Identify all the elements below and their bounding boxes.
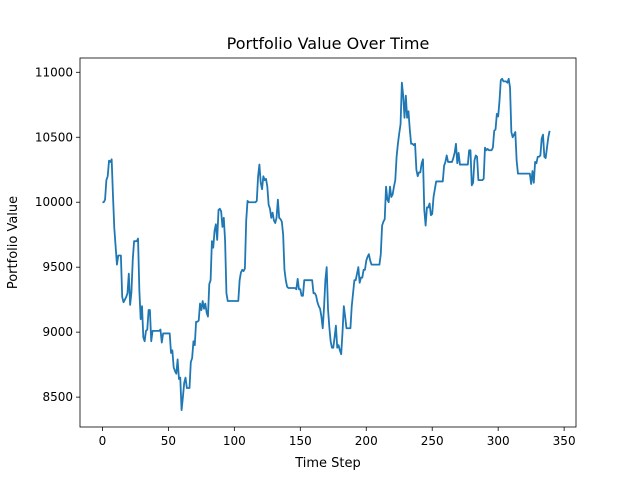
x-tick-label: 150: [289, 434, 312, 448]
y-tick-label: 10500: [35, 130, 73, 144]
x-tick-label: 100: [223, 434, 246, 448]
x-axis-ticks: 0 50 100 150 200 250 300 350: [99, 427, 576, 448]
y-tick-label: 10000: [35, 195, 73, 209]
y-tick-label: 8500: [42, 390, 73, 404]
x-tick-label: 300: [487, 434, 510, 448]
x-axis-label: Time Step: [294, 456, 361, 471]
x-tick-label: 350: [553, 434, 576, 448]
x-tick-label: 250: [421, 434, 444, 448]
series-line-portfolio-value: [102, 77, 551, 412]
y-tick-label: 9500: [42, 260, 73, 274]
chart-title: Portfolio Value Over Time: [227, 34, 430, 53]
y-axis-label: Portfolio Value: [6, 196, 21, 289]
x-tick-label: 200: [355, 434, 378, 448]
plot-area: [102, 77, 551, 412]
x-tick-label: 50: [161, 434, 176, 448]
y-axis-ticks: 8500 9000 9500 10000 10500 11000: [35, 65, 80, 404]
y-tick-label: 9000: [42, 325, 73, 339]
axes-frame: [79, 57, 577, 428]
y-tick-label: 11000: [35, 65, 73, 79]
x-tick-label: 0: [99, 434, 107, 448]
